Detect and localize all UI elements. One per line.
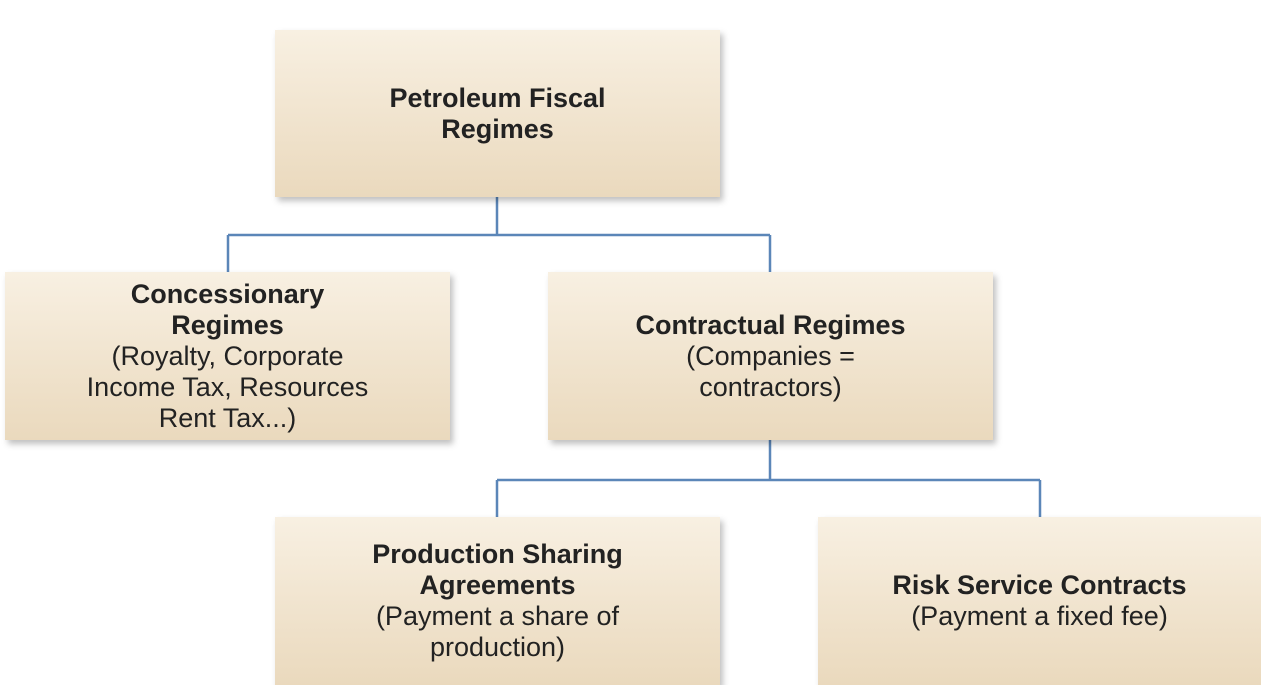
node-title: Regimes [441, 113, 554, 144]
node: Concessionary Regimes (Royalty, Corporate I… [5, 272, 450, 440]
node-detail: Rent Tax...) [158, 402, 297, 433]
node: Risk Service Contracts (Payment a fixed f… [818, 517, 1261, 685]
node-detail: (Payment a fixed fee) [911, 601, 1168, 631]
node: Production Sharing Agreements (Payment a s… [275, 517, 720, 685]
node-detail: contractors) [699, 371, 842, 402]
node-title: Agreements [419, 570, 576, 600]
node-title: Production Sharing [372, 539, 623, 569]
node-title: Concessionary [130, 278, 325, 309]
connector [495, 440, 1042, 517]
node: Contractual Regimes (Companies = contracto… [548, 272, 993, 440]
node-detail: (Companies = [686, 340, 855, 371]
node-detail: Income Tax, Resources [86, 371, 369, 402]
node-title: Contractual Regimes [635, 309, 906, 340]
node-title: Risk Service Contracts [892, 570, 1187, 600]
node-detail: production) [429, 632, 566, 662]
node-title: Petroleum Fiscal [389, 82, 606, 113]
node-title: Regimes [171, 309, 284, 340]
node-detail: (Payment a share of [375, 601, 620, 631]
node-detail: (Royalty, Corporate [111, 340, 344, 371]
node: Petroleum Fiscal Regimes [275, 30, 720, 197]
connector [226, 197, 772, 272]
